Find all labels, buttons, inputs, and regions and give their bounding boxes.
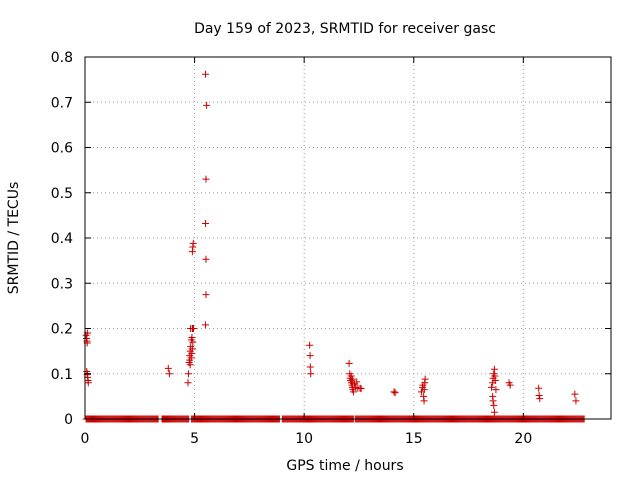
- data-point: [535, 384, 543, 392]
- y-tick-label: 0: [64, 412, 73, 428]
- data-point: [349, 388, 357, 396]
- y-tick-label: 0.4: [51, 231, 73, 247]
- x-tick-label: 15: [405, 431, 423, 447]
- data-point: [421, 375, 429, 383]
- data-point: [391, 389, 399, 397]
- x-tick-label: 0: [81, 431, 90, 447]
- y-tick-label: 0.3: [51, 276, 73, 292]
- data-point: [357, 385, 365, 393]
- data-point: [186, 361, 194, 369]
- data-point: [571, 390, 579, 398]
- x-axis-label: GPS time / hours: [286, 458, 403, 474]
- data-point: [347, 372, 355, 380]
- y-axis-label: SRMTID / TECUs: [6, 182, 22, 295]
- x-tick-label: 10: [295, 431, 313, 447]
- data-point: [164, 364, 172, 372]
- data-point: [202, 255, 210, 263]
- data-point: [188, 345, 196, 353]
- data-point: [420, 397, 428, 405]
- data-point: [488, 383, 496, 391]
- data-point: [572, 397, 580, 405]
- data-point: [202, 70, 210, 78]
- data-point: [306, 352, 314, 360]
- data-point: [188, 334, 196, 342]
- data-point: [84, 379, 92, 387]
- ticks: 0 0.1 0.2 0.3 0.4 0.5 0.6 0.7 0.8 0 5 10 15 20: [51, 50, 611, 447]
- data-point: [203, 101, 211, 109]
- data-point: [345, 359, 353, 367]
- data-point: [536, 395, 544, 403]
- data-point: [189, 239, 197, 247]
- data-point: [306, 363, 314, 371]
- data-point: [348, 375, 356, 383]
- y-tick-label: 0.6: [51, 141, 73, 157]
- data-point: [506, 381, 514, 389]
- data-point: [490, 408, 498, 416]
- data-point: [492, 386, 500, 394]
- x-tick-label: 5: [190, 431, 199, 447]
- data-point: [202, 291, 210, 299]
- data-point: [184, 370, 192, 378]
- data-point: [489, 397, 497, 405]
- data-point: [184, 379, 192, 387]
- data-point: [202, 220, 210, 228]
- data-point: [353, 378, 361, 386]
- x-tick-label: 20: [514, 431, 532, 447]
- data-point: [535, 391, 543, 399]
- data-point: [490, 401, 498, 409]
- data-point: [202, 321, 210, 329]
- data-point: [188, 349, 196, 357]
- y-tick-label: 0.2: [51, 322, 73, 338]
- y-tick-label: 0.7: [51, 95, 73, 111]
- chart-title: Day 159 of 2023, SRMTID for receiver gas…: [194, 21, 496, 37]
- data-point: [187, 325, 195, 332]
- data-point: [306, 341, 314, 349]
- y-tick-label: 0.8: [51, 50, 73, 66]
- data-point: [420, 386, 428, 394]
- data-point: [490, 365, 498, 373]
- grid: [85, 57, 611, 419]
- data-point: [307, 370, 315, 378]
- y-tick-label: 0.5: [51, 186, 73, 202]
- data-point: [165, 370, 173, 378]
- data-point: [202, 175, 210, 183]
- data-point: [491, 377, 499, 385]
- y-tick-label: 0.1: [51, 367, 73, 383]
- data-point: [390, 388, 398, 396]
